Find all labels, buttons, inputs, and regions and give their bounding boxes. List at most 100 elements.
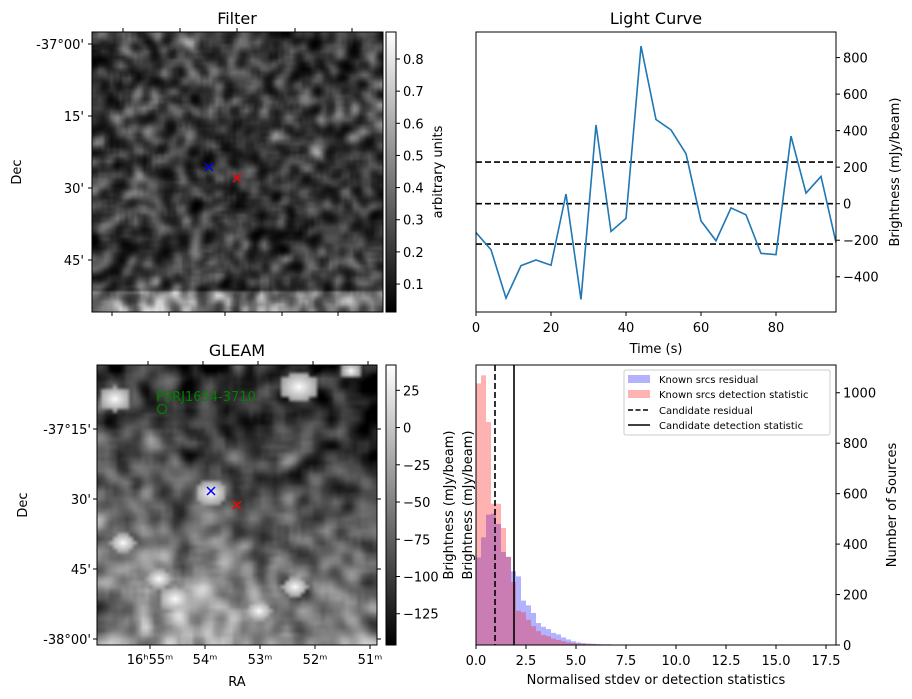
lightcurve-ytick-label: 600 xyxy=(843,88,868,103)
detection-bar xyxy=(501,527,506,645)
lightcurve-xtick-label: 60 xyxy=(693,321,710,336)
legend-label-residual: Known srcs residual xyxy=(659,375,758,386)
residual-bar xyxy=(491,513,496,645)
detection-bar xyxy=(566,642,571,645)
legend-label-candidate-detection: Candidate detection statistic xyxy=(659,421,803,432)
residual-bar xyxy=(521,600,526,645)
gleam-colorbar-tick-label: 25 xyxy=(403,384,420,399)
detection-bar xyxy=(516,610,521,645)
hist-xtick-label: 15.0 xyxy=(762,654,791,669)
filter-colorbar-tick-label: 0.2 xyxy=(403,246,424,261)
gleam-xtick-label: 51ᵐ xyxy=(358,653,383,668)
gleam-colorbar-label: Brightness (mJy/beam) xyxy=(442,431,457,580)
gleam-xtick-label: 16ʰ55ᵐ xyxy=(127,653,173,668)
gleam-xtick-label: 53ᵐ xyxy=(248,653,273,668)
gleam-colorbar-tick-label: −100 xyxy=(403,570,439,585)
lightcurve-ytick-label: 800 xyxy=(843,52,868,67)
hist-ytick-label: 800 xyxy=(843,437,868,452)
detection-bar xyxy=(581,643,586,645)
detection-bar xyxy=(551,638,556,645)
hist-axes-frame xyxy=(475,364,837,646)
gleam-colorbar-tick-label: −75 xyxy=(403,533,430,548)
detection-bar xyxy=(491,503,496,645)
residual-bar xyxy=(586,643,591,645)
detection-bar xyxy=(486,422,491,645)
filter-colorbar-tick-label: 0.5 xyxy=(403,149,424,164)
filter-ytick-label: -37°00' xyxy=(36,38,84,53)
filter-title: Filter xyxy=(217,9,257,28)
gleam-ytick-label: -38°00' xyxy=(43,633,91,648)
lightcurve-title: Light Curve xyxy=(610,9,702,28)
filter-axes: -37°00' 15' 30' 45' 0.1 0.2 0.3 0.4 0.5 0.6 0.7 0.8 xyxy=(36,28,424,316)
gleam-axes: -37°15' 30' 45' -38°00' 16ʰ55ᵐ 54ᵐ 53ᵐ 52ᵐ 51ᵐ 25… xyxy=(43,361,439,668)
hist-legend: Known srcs residual Known srcs detection… xyxy=(623,369,831,436)
gleam-ytick-label: 45' xyxy=(71,563,91,578)
filter-axes-frame xyxy=(91,31,384,313)
hist-xtick-label: 0.0 xyxy=(466,654,487,669)
hist-xtick-label: 7.5 xyxy=(616,654,637,669)
lightcurve-ytick-label: −400 xyxy=(843,271,879,286)
gleam-colorbar-tick-label: −50 xyxy=(403,496,430,511)
hist-ytick-label: 400 xyxy=(843,538,868,553)
residual-bar xyxy=(516,576,521,645)
lightcurve-ytick-label: 400 xyxy=(843,125,868,140)
hist-axes: 0.0 2.5 5.0 7.5 10.0 12.5 15.0 17.50 200 400 600 80… xyxy=(466,365,876,669)
detection-bar xyxy=(536,631,541,645)
detection-bar xyxy=(561,641,566,645)
filter-ytick-label: 45' xyxy=(64,254,84,269)
gleam-ytick-label: 30' xyxy=(71,493,91,508)
lightcurve-xtick-label: 40 xyxy=(618,321,635,336)
residual-bar xyxy=(531,612,536,645)
hist-ytick-label: 200 xyxy=(843,589,868,604)
residual-bar xyxy=(556,634,561,645)
residual-bar xyxy=(526,605,531,645)
detection-bar xyxy=(541,634,546,645)
detection-bar xyxy=(521,612,526,645)
legend-label-detection: Known srcs detection statistic xyxy=(659,390,808,401)
residual-bar xyxy=(596,643,601,645)
blue-x-marker xyxy=(204,162,214,172)
residual-bar xyxy=(551,632,556,645)
detection-bar xyxy=(556,639,561,645)
gleam-axes-frame xyxy=(96,364,378,646)
detection-bar xyxy=(526,619,531,645)
legend-swatch-detection xyxy=(628,390,650,398)
residual-bar xyxy=(546,629,551,645)
lightcurve-ytick-label: 200 xyxy=(843,161,868,176)
gleam-colorbar xyxy=(386,365,396,645)
residual-bar xyxy=(581,642,586,645)
hist-xtick-label: 10.0 xyxy=(662,654,691,669)
filter-colorbar-tick-label: 0.6 xyxy=(403,117,424,132)
gleam-ylabel: Dec xyxy=(16,492,31,517)
hist-ytick-label: 1000 xyxy=(843,387,876,402)
filter-colorbar-label: arbitrary units xyxy=(431,125,446,218)
filter-ylabel: Dec xyxy=(10,159,25,184)
detection-bar xyxy=(531,626,536,645)
filter-colorbar xyxy=(386,32,396,312)
filter-image xyxy=(92,32,383,312)
legend-label-candidate-residual: Candidate residual xyxy=(659,406,753,417)
detection-bar xyxy=(481,375,486,645)
gleam-xtick-label: 54ᵐ xyxy=(193,653,218,668)
residual-bar xyxy=(486,514,491,645)
residual-bar xyxy=(496,523,501,645)
lightcurve-xtick-label: 80 xyxy=(768,321,785,336)
hist-xtick-label: 5.0 xyxy=(566,654,587,669)
filter-colorbar-tick-label: 0.3 xyxy=(403,214,424,229)
hist-ytick-label: 600 xyxy=(843,488,868,503)
gleam-colorbar-tick-label: 0 xyxy=(403,422,411,437)
hist-xlabel: Normalised stdev or detection statistics xyxy=(527,673,786,688)
residual-bar xyxy=(481,537,486,645)
lightcurve-axes: 0 20 40 60 80 −400 −200 0 200 400 600 800 xyxy=(472,45,879,336)
red-x-marker xyxy=(232,173,242,183)
red-x-marker xyxy=(232,500,242,510)
detection-bar xyxy=(571,642,576,645)
filter-colorbar-tick-label: 0.1 xyxy=(403,278,424,293)
filter-colorbar-tick-label: 0.4 xyxy=(403,182,424,197)
hist-ytick-label: 0 xyxy=(843,639,851,654)
gleam-colorbar-frame xyxy=(385,364,397,646)
residual-bar xyxy=(541,626,546,645)
residual-bar xyxy=(476,557,481,645)
